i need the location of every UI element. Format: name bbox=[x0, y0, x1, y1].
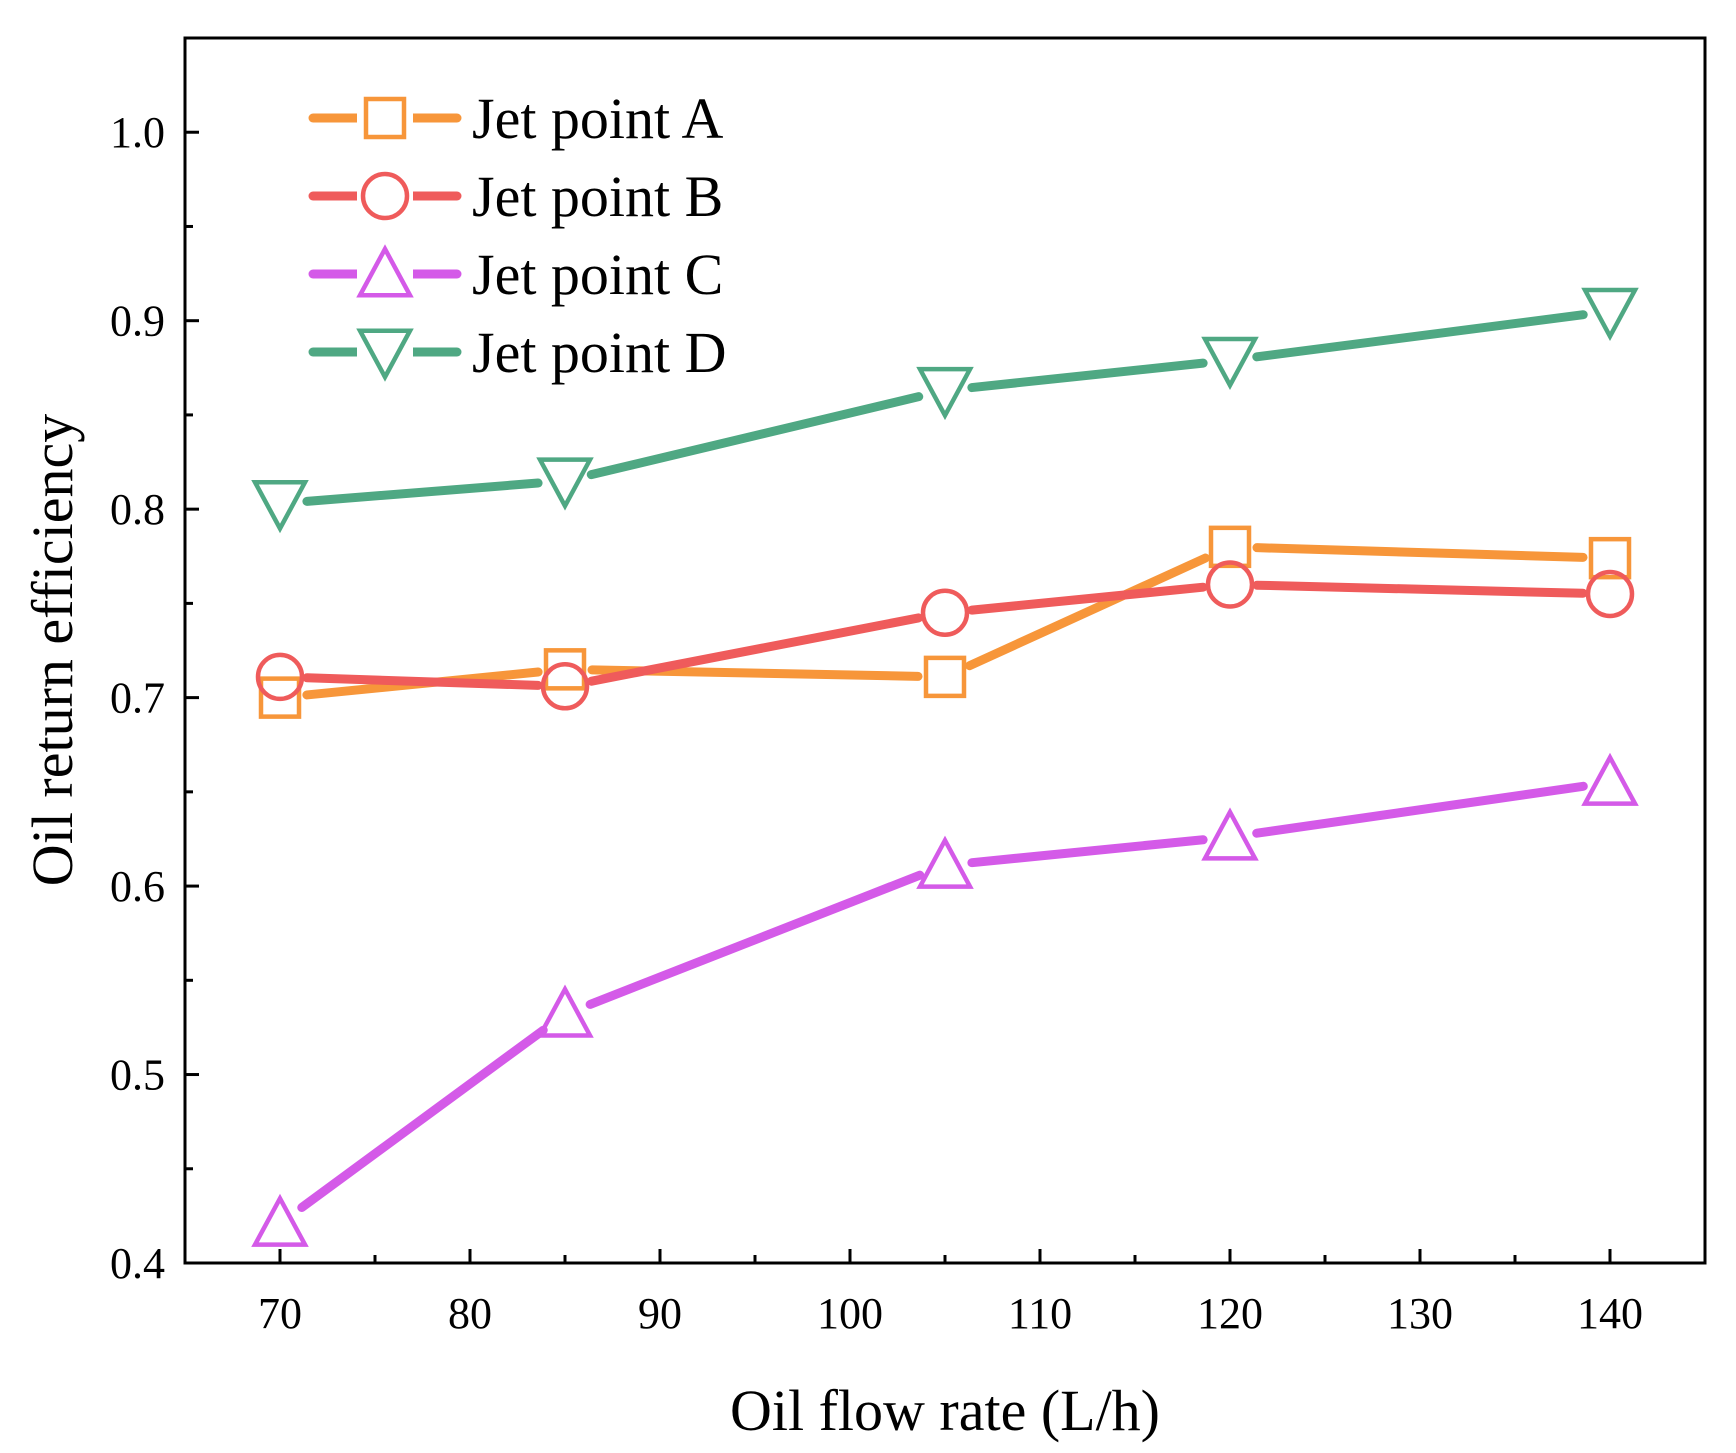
data-point bbox=[923, 655, 967, 699]
legend-label: Jet point D bbox=[472, 320, 727, 385]
series-jet-point-a bbox=[302, 543, 1588, 700]
legend-marker bbox=[363, 96, 407, 140]
legend: Jet point A Jet point B Jet point C Jet poi… bbox=[308, 86, 727, 385]
data-point bbox=[1201, 336, 1259, 391]
data-point bbox=[1581, 287, 1639, 342]
legend-marker bbox=[356, 328, 414, 382]
data-point bbox=[1205, 560, 1255, 609]
legend-marker bbox=[360, 171, 410, 221]
data-point bbox=[540, 662, 590, 711]
legend-item: Jet point B bbox=[308, 164, 723, 229]
x-tick-label: 120 bbox=[1197, 1289, 1263, 1338]
series-line-segment bbox=[1252, 580, 1588, 598]
legend-marker-bg bbox=[357, 246, 413, 302]
legend-item: Jet point C bbox=[308, 242, 723, 307]
y-axis-title: Oil return efficiency bbox=[20, 414, 85, 886]
y-tick-label: 0.9 bbox=[110, 297, 165, 346]
data-point bbox=[258, 676, 302, 719]
data-point bbox=[1201, 807, 1259, 861]
x-axis-title: Oil flow rate (L/h) bbox=[730, 1378, 1160, 1443]
y-tick-label: 0.8 bbox=[110, 485, 165, 534]
series-markers bbox=[251, 287, 1639, 1247]
series-jet-point-b bbox=[302, 580, 1588, 690]
data-point bbox=[1585, 569, 1635, 619]
x-tick-label: 90 bbox=[638, 1289, 682, 1338]
legend-marker-bg bbox=[357, 168, 413, 224]
series-line-segment bbox=[587, 613, 923, 686]
series-line-segment bbox=[297, 1025, 548, 1212]
series-jet-point-c bbox=[297, 781, 1588, 1212]
data-point bbox=[536, 984, 594, 1038]
data-point bbox=[543, 648, 587, 691]
x-axis: 70 80 90 100 110 120 130 140 bbox=[258, 1249, 1643, 1338]
data-point bbox=[251, 1193, 309, 1247]
y-tick-label: 0.7 bbox=[110, 674, 165, 723]
y-tick-label: 0.4 bbox=[110, 1239, 165, 1288]
series-line-segment bbox=[967, 582, 1208, 615]
x-tick-label: 130 bbox=[1387, 1289, 1453, 1338]
data-point bbox=[251, 480, 309, 534]
legend-item: Jet point D bbox=[308, 320, 727, 385]
x-tick-label: 140 bbox=[1577, 1289, 1643, 1338]
series-line-segment bbox=[1252, 310, 1588, 362]
data-point bbox=[916, 366, 974, 421]
data-point bbox=[1581, 752, 1639, 806]
x-tick-label: 70 bbox=[258, 1289, 302, 1338]
x-tick-label: 100 bbox=[817, 1289, 883, 1338]
y-axis: 0.4 0.5 0.6 0.7 0.8 0.9 1.0 bbox=[110, 108, 199, 1288]
legend-item: Jet point A bbox=[308, 86, 723, 151]
legend-label: Jet point B bbox=[472, 164, 723, 229]
legend-label: Jet point A bbox=[472, 86, 723, 151]
x-tick-label: 110 bbox=[1008, 1289, 1072, 1338]
y-tick-label: 0.6 bbox=[110, 862, 165, 911]
data-point bbox=[920, 588, 970, 638]
series-line-segment bbox=[1252, 543, 1588, 562]
series-lines bbox=[297, 310, 1588, 1212]
x-tick-label: 80 bbox=[448, 1289, 492, 1338]
series-line-segment bbox=[302, 478, 543, 506]
series-line-segment bbox=[965, 553, 1210, 671]
series-line-segment bbox=[1252, 781, 1588, 838]
data-point bbox=[916, 835, 974, 889]
y-tick-label: 1.0 bbox=[110, 108, 165, 157]
series-line-segment bbox=[585, 870, 925, 1009]
legend-label: Jet point C bbox=[472, 242, 723, 307]
data-point bbox=[536, 457, 594, 511]
series-line-segment bbox=[967, 358, 1208, 393]
y-tick-label: 0.5 bbox=[110, 1051, 165, 1100]
data-point bbox=[1208, 525, 1252, 569]
data-point bbox=[255, 652, 305, 702]
data-point bbox=[1588, 536, 1632, 580]
series-line-segment bbox=[302, 673, 543, 690]
series-line-segment bbox=[967, 835, 1208, 868]
legend-marker bbox=[356, 244, 414, 298]
series-jet-point-d bbox=[302, 310, 1588, 506]
legend-marker-bg bbox=[357, 324, 413, 380]
series-line-segment bbox=[586, 392, 924, 480]
